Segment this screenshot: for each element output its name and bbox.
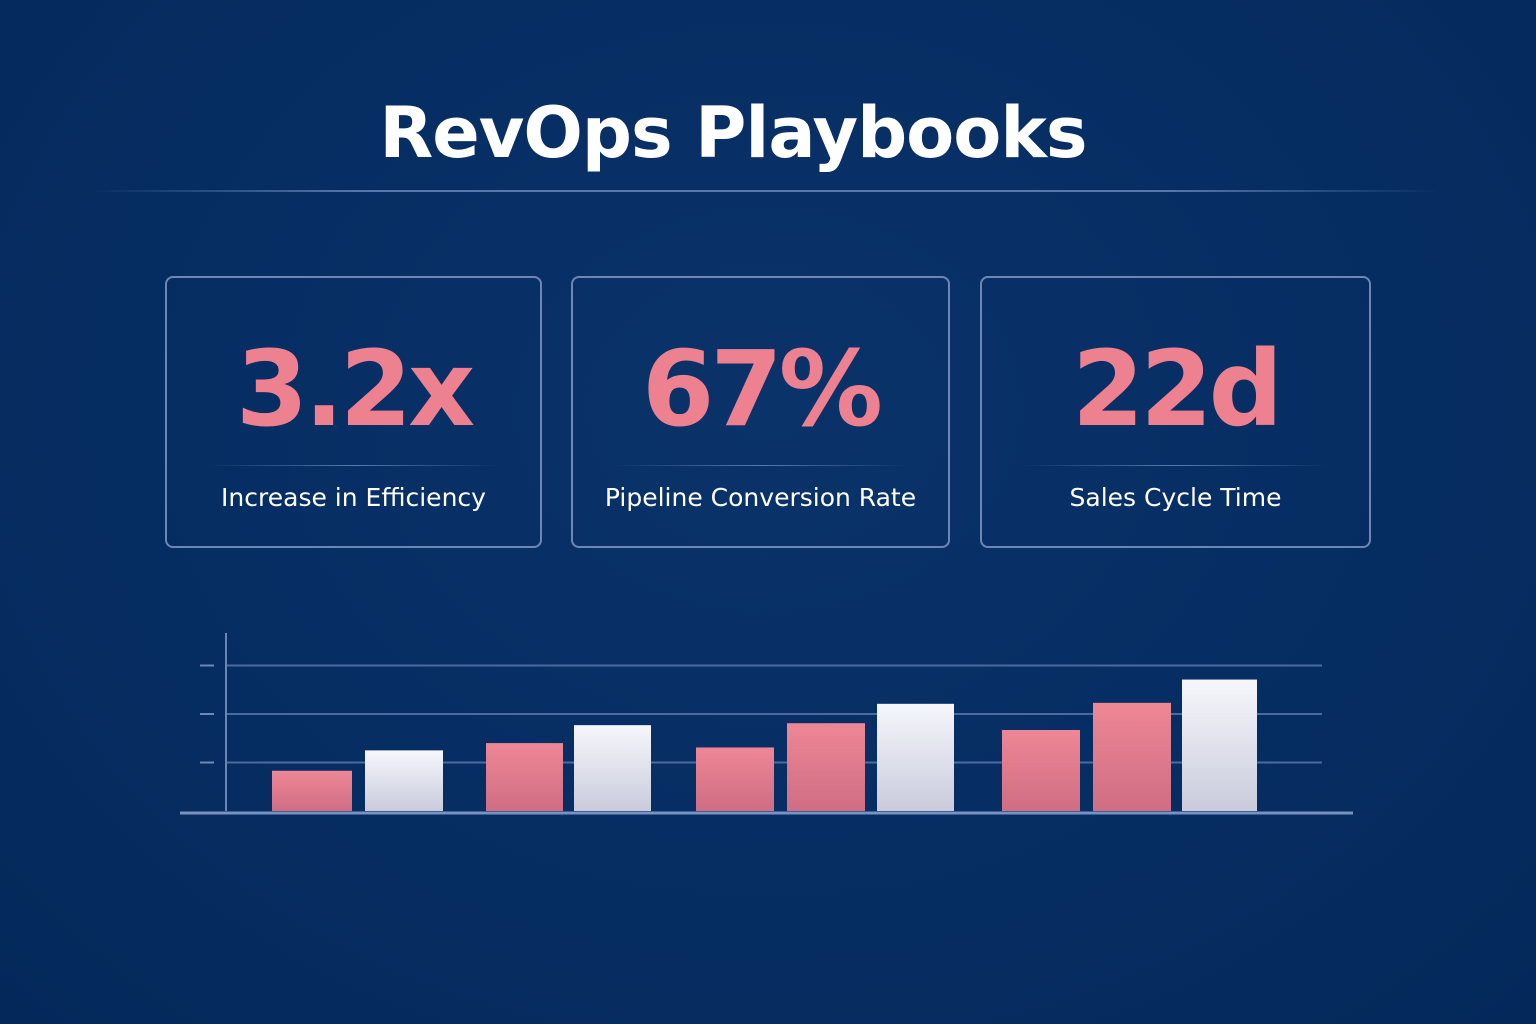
bar-white: [574, 725, 651, 811]
kpi-value: 3.2x: [235, 328, 475, 450]
kpi-label: Pipeline Conversion Rate: [604, 483, 917, 512]
kpi-card-efficiency: 3.2x Increase in Efficiency: [165, 276, 542, 548]
kpi-divider: [613, 465, 908, 466]
bar-white: [365, 750, 443, 811]
bar-pink: [1002, 730, 1080, 811]
kpi-card-cycle-time: 22d Sales Cycle Time: [980, 276, 1371, 548]
bar-pink: [787, 723, 865, 811]
bar-pink: [1093, 702, 1171, 811]
page-title: RevOps Playbooks: [379, 92, 1087, 174]
kpi-label: Increase in Efficiency: [221, 483, 486, 512]
kpi-divider: [1022, 465, 1329, 466]
kpi-value: 67%: [642, 328, 883, 450]
title-divider: [90, 190, 1440, 192]
kpi-value: 22d: [1071, 328, 1283, 450]
bar-pink: [486, 743, 563, 811]
kpi-card-conversion: 67% Pipeline Conversion Rate: [571, 276, 950, 548]
bar-pink: [272, 770, 352, 811]
bar-white: [877, 703, 954, 811]
kpi-divider: [207, 465, 500, 466]
bar-white: [1182, 679, 1257, 811]
bar-pink: [696, 747, 774, 811]
kpi-label: Sales Cycle Time: [1069, 483, 1282, 512]
